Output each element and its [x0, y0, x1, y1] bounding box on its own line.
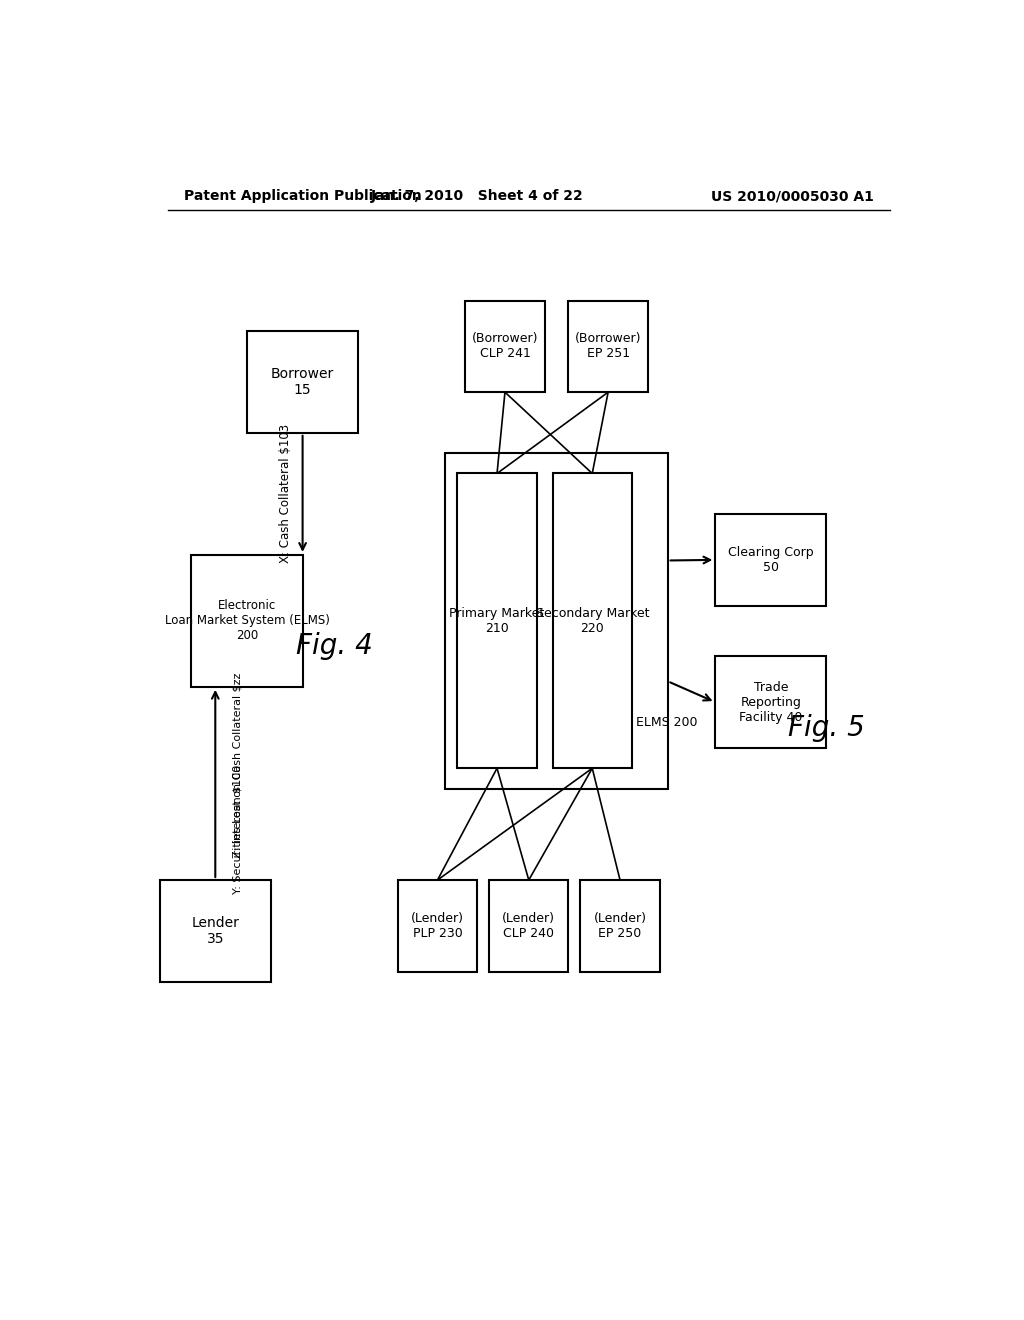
Text: Lender
35: Lender 35	[191, 916, 240, 946]
FancyBboxPatch shape	[465, 301, 545, 392]
FancyBboxPatch shape	[489, 880, 568, 972]
FancyBboxPatch shape	[553, 474, 632, 768]
Text: X: Cash Collateral $103: X: Cash Collateral $103	[279, 424, 292, 564]
Text: Patent Application Publication: Patent Application Publication	[183, 189, 421, 203]
Text: Clearing Corp
50: Clearing Corp 50	[728, 546, 814, 574]
Text: (Borrower)
EP 251: (Borrower) EP 251	[574, 333, 641, 360]
Text: Y: Securities Loan $100: Y: Securities Loan $100	[232, 764, 243, 894]
FancyBboxPatch shape	[191, 554, 303, 686]
Text: Fig. 4: Fig. 4	[296, 632, 373, 660]
Text: Secondary Market
220: Secondary Market 220	[536, 607, 649, 635]
Text: ELMS 200: ELMS 200	[636, 715, 697, 729]
FancyBboxPatch shape	[568, 301, 648, 392]
Text: Trade
Reporting
Facility 40: Trade Reporting Facility 40	[739, 681, 803, 723]
FancyBboxPatch shape	[581, 880, 659, 972]
Text: Borrower
15: Borrower 15	[271, 367, 334, 397]
FancyBboxPatch shape	[247, 331, 358, 433]
FancyBboxPatch shape	[160, 880, 270, 982]
Text: Fig. 5: Fig. 5	[788, 714, 864, 742]
Text: Jan. 7, 2010   Sheet 4 of 22: Jan. 7, 2010 Sheet 4 of 22	[371, 189, 584, 203]
Text: (Lender)
CLP 240: (Lender) CLP 240	[502, 912, 555, 940]
Text: (Borrower)
CLP 241: (Borrower) CLP 241	[472, 333, 539, 360]
Text: Primary Market
210: Primary Market 210	[450, 607, 545, 635]
Text: Electronic
Loan Market System (ELMS)
200: Electronic Loan Market System (ELMS) 200	[165, 599, 330, 643]
FancyBboxPatch shape	[445, 453, 668, 788]
Text: US 2010/0005030 A1: US 2010/0005030 A1	[711, 189, 873, 203]
FancyBboxPatch shape	[458, 474, 537, 768]
Text: Z: Interest on Cash Collateral $zz: Z: Interest on Cash Collateral $zz	[232, 672, 243, 858]
Text: (Lender)
PLP 230: (Lender) PLP 230	[411, 912, 464, 940]
FancyBboxPatch shape	[715, 656, 826, 748]
FancyBboxPatch shape	[715, 515, 826, 606]
Text: (Lender)
EP 250: (Lender) EP 250	[594, 912, 646, 940]
FancyBboxPatch shape	[397, 880, 477, 972]
